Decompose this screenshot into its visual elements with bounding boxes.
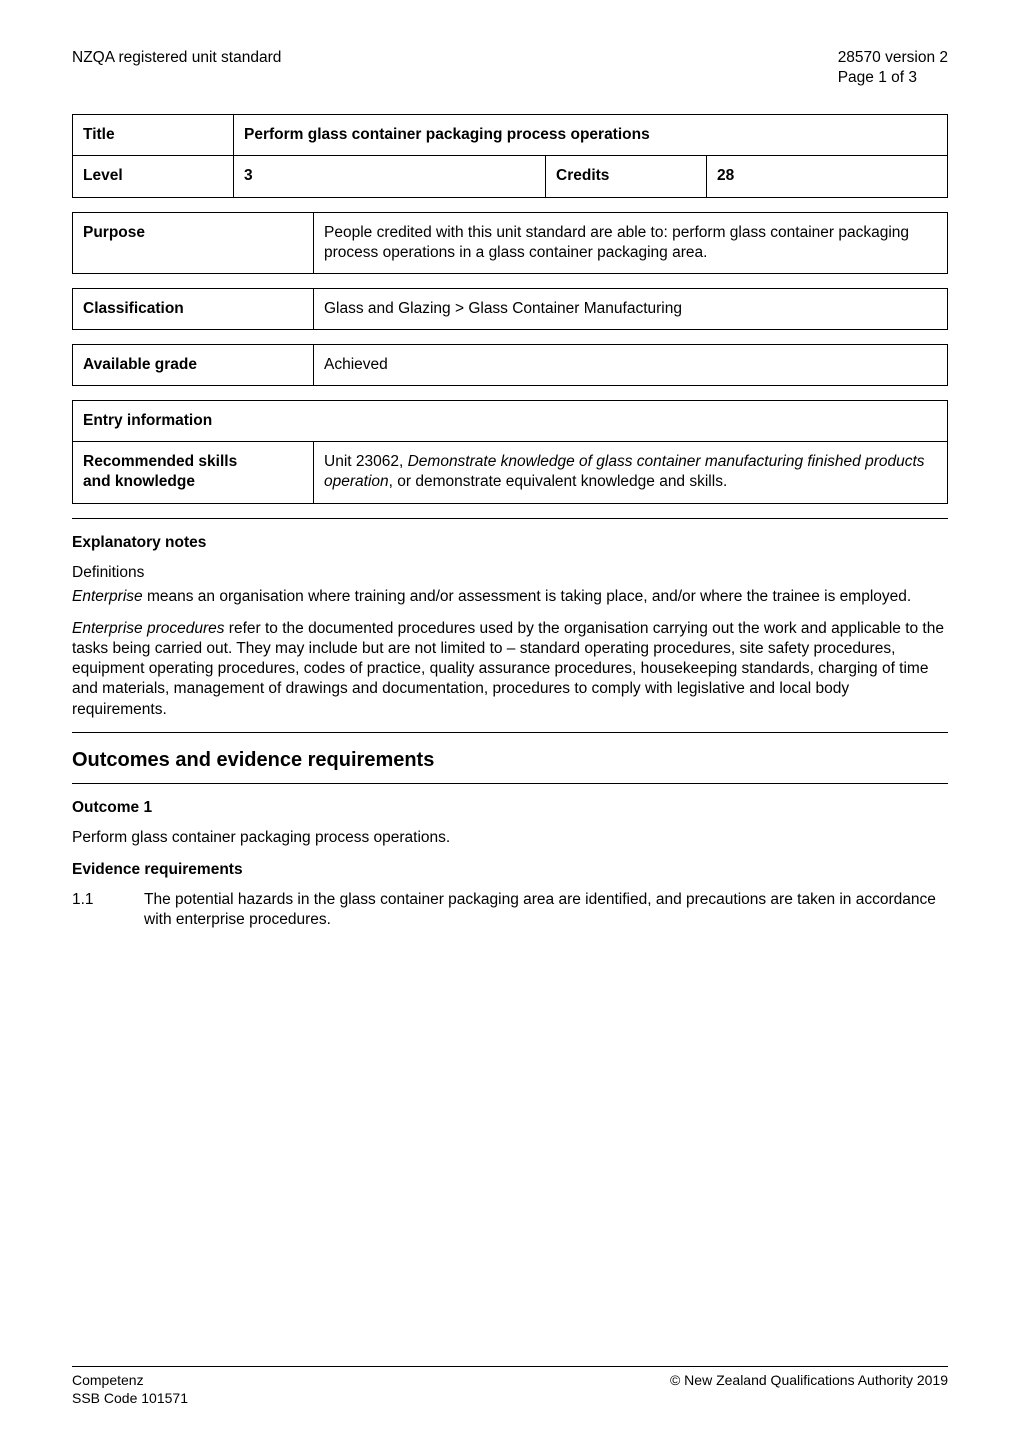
entry-info-rec-row: Recommended skills and knowledge Unit 23… [73, 442, 948, 503]
available-grade-table: Available grade Achieved [72, 344, 948, 386]
available-grade-text: Achieved [314, 344, 948, 385]
purpose-label: Purpose [73, 212, 314, 273]
outcome-1-text: Perform glass container packaging proces… [72, 828, 948, 848]
procedures-definition: Enterprise procedures refer to the docum… [72, 619, 948, 720]
footer-org: Competenz [72, 1371, 188, 1389]
divider-3 [72, 783, 948, 784]
footer-ssb-code: SSB Code 101571 [72, 1389, 188, 1407]
level-row: Level 3 Credits 28 [73, 156, 948, 197]
header-page-number: Page 1 of 3 [838, 68, 948, 88]
divider-2 [72, 732, 948, 733]
title-row: Title Perform glass container packaging … [73, 115, 948, 156]
entry-info-table: Entry information Recommended skills and… [72, 400, 948, 503]
available-grade-row: Available grade Achieved [73, 344, 948, 385]
evidence-item-1: 1.1 The potential hazards in the glass c… [72, 890, 948, 930]
evidence-item-1-number: 1.1 [72, 890, 144, 930]
procedures-italic: Enterprise procedures [72, 620, 225, 637]
classification-text: Glass and Glazing > Glass Container Manu… [314, 288, 948, 329]
header-left: NZQA registered unit standard [72, 48, 281, 88]
available-grade-label: Available grade [73, 344, 314, 385]
enterprise-italic: Enterprise [72, 588, 143, 605]
title-value: Perform glass container packaging proces… [234, 115, 948, 156]
footer-left: Competenz SSB Code 101571 [72, 1371, 188, 1407]
page-header: NZQA registered unit standard 28570 vers… [72, 48, 948, 88]
level-label: Level [73, 156, 234, 197]
purpose-row: Purpose People credited with this unit s… [73, 212, 948, 273]
page-footer: Competenz SSB Code 101571 © New Zealand … [72, 1366, 948, 1407]
outcomes-heading: Outcomes and evidence requirements [72, 747, 948, 773]
enterprise-rest: means an organisation where training and… [143, 588, 912, 605]
recommended-skills-label-line2: and knowledge [83, 473, 195, 490]
title-table: Title Perform glass container packaging … [72, 114, 948, 197]
definitions-heading: Definitions [72, 563, 948, 583]
recommended-skills-prefix: Unit 23062, [324, 453, 408, 470]
recommended-skills-label-line1: Recommended skills [83, 453, 237, 470]
recommended-skills-text: Unit 23062, Demonstrate knowledge of gla… [314, 442, 948, 503]
classification-label: Classification [73, 288, 314, 329]
evidence-heading: Evidence requirements [72, 860, 948, 880]
footer-right: © New Zealand Qualifications Authority 2… [670, 1371, 948, 1407]
title-label: Title [73, 115, 234, 156]
entry-info-header: Entry information [73, 401, 948, 442]
recommended-skills-label: Recommended skills and knowledge [73, 442, 314, 503]
header-standard-id: 28570 version 2 [838, 48, 948, 68]
classification-row: Classification Glass and Glazing > Glass… [73, 288, 948, 329]
level-value: 3 [234, 156, 546, 197]
header-right: 28570 version 2 Page 1 of 3 [838, 48, 948, 88]
evidence-item-1-text: The potential hazards in the glass conta… [144, 890, 948, 930]
recommended-skills-suffix: , or demonstrate equivalent knowledge an… [389, 473, 728, 490]
explanatory-heading: Explanatory notes [72, 533, 948, 553]
enterprise-definition: Enterprise means an organisation where t… [72, 587, 948, 607]
outcome-1-label: Outcome 1 [72, 798, 948, 818]
credits-value: 28 [707, 156, 948, 197]
credits-label: Credits [546, 156, 707, 197]
purpose-table: Purpose People credited with this unit s… [72, 212, 948, 274]
classification-table: Classification Glass and Glazing > Glass… [72, 288, 948, 330]
entry-info-header-row: Entry information [73, 401, 948, 442]
purpose-text: People credited with this unit standard … [314, 212, 948, 273]
page: NZQA registered unit standard 28570 vers… [0, 0, 1020, 1443]
divider-1 [72, 518, 948, 519]
